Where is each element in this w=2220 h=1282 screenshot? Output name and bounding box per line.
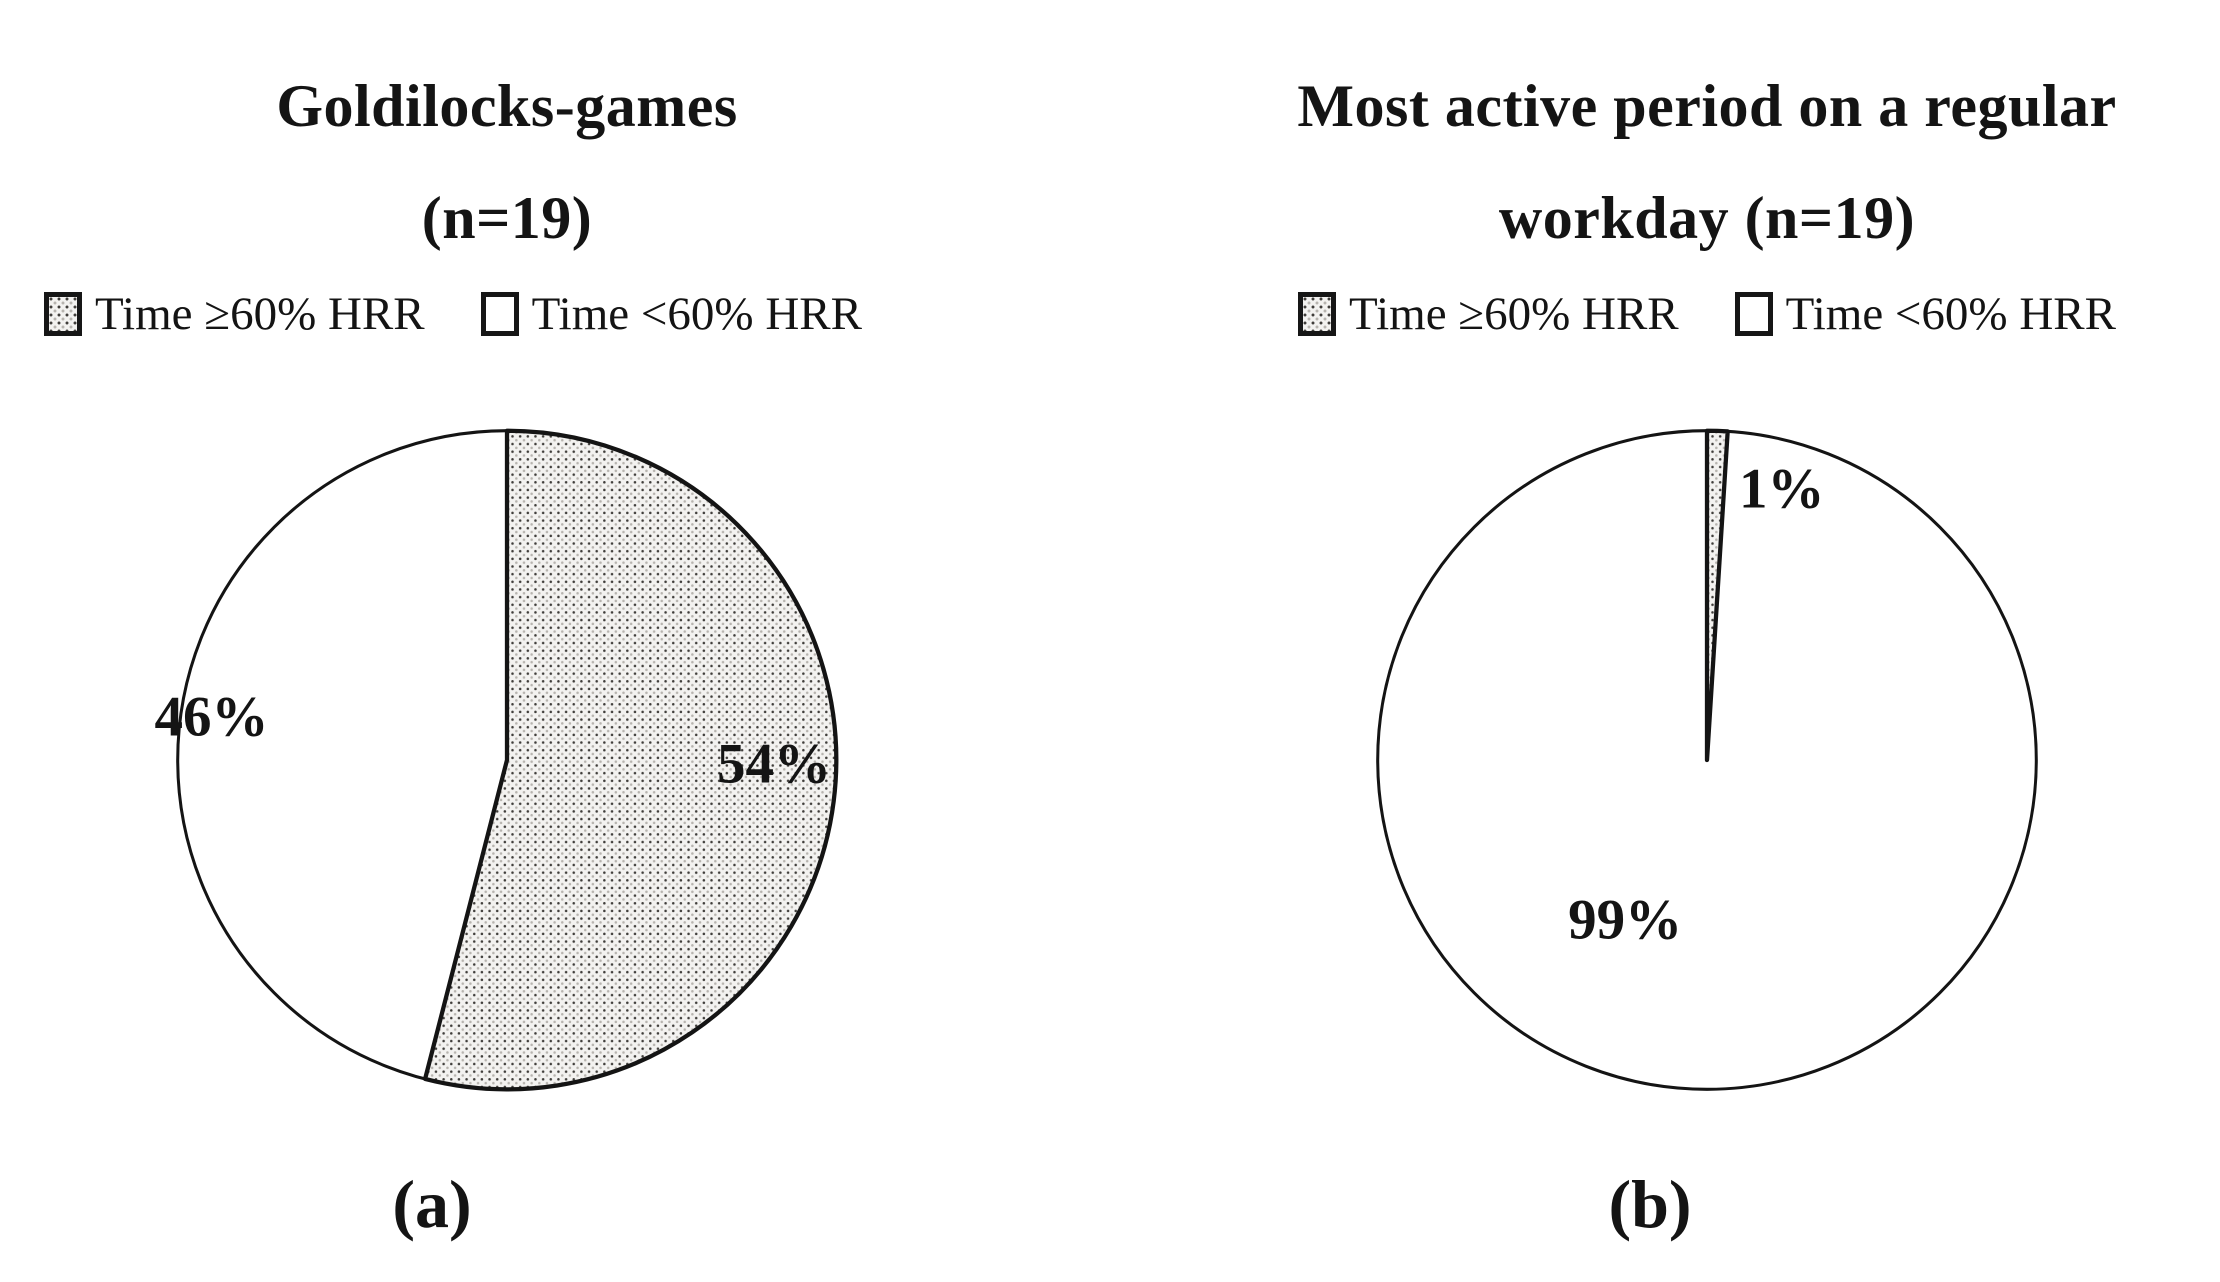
chart-title-b: Most active period on a regular workday … bbox=[1297, 50, 2116, 274]
panel-a-content: Goldilocks-games (n=19) Time ≥60% HRR Ti… bbox=[0, 0, 1062, 1238]
chart-title-line: (n=19) bbox=[421, 185, 593, 251]
panel-b: Most active period on a regular workday … bbox=[1110, 0, 2220, 1282]
legend-item: Time ≥60% HRR bbox=[44, 287, 425, 341]
pie-chart-a: 54% 46% bbox=[151, 404, 863, 1116]
pie-svg bbox=[176, 428, 839, 1092]
panel-caption-b: (b) bbox=[1608, 1166, 1692, 1242]
slice-label: 46% bbox=[154, 685, 269, 749]
legend-item: Time ≥60% HRR bbox=[1298, 287, 1679, 341]
panel-b-content: Most active period on a regular workday … bbox=[1152, 0, 2220, 1238]
legend-item-label: Time ≥60% HRR bbox=[95, 288, 425, 340]
legend-swatch-white-icon bbox=[1734, 292, 1773, 336]
legend-swatch-white-icon bbox=[480, 292, 519, 336]
slice-label: 54% bbox=[717, 732, 831, 796]
legend-swatch-stipple-icon bbox=[44, 292, 82, 336]
slice-label: 99% bbox=[1568, 888, 1683, 952]
legend-b: Time ≥60% HRR Time <60% HRR bbox=[1298, 288, 2116, 340]
legend-a: Time ≥60% HRR Time <60% HRR bbox=[44, 288, 862, 340]
chart-title-line: Goldilocks-games bbox=[276, 73, 738, 139]
slice-label: 1% bbox=[1739, 457, 1825, 521]
legend-item-label: Time <60% HRR bbox=[1785, 288, 2116, 340]
legend-item-label: Time <60% HRR bbox=[531, 288, 862, 340]
legend-item-label: Time ≥60% HRR bbox=[1349, 288, 1679, 340]
pie-slice-stipple bbox=[1704, 428, 1730, 763]
pie-slice-stipple bbox=[422, 428, 839, 1092]
legend-item: Time <60% HRR bbox=[480, 287, 862, 341]
legend-item: Time <60% HRR bbox=[1734, 287, 2116, 341]
chart-title-line: workday (n=19) bbox=[1498, 185, 1916, 251]
panel-caption-a: (a) bbox=[392, 1166, 472, 1242]
panel-a: Goldilocks-games (n=19) Time ≥60% HRR Ti… bbox=[0, 0, 1062, 1238]
pie-svg bbox=[1376, 428, 2038, 1091]
pie-chart-b: 1% 99% bbox=[1351, 404, 2063, 1116]
chart-title-a: Goldilocks-games (n=19) bbox=[276, 50, 737, 274]
legend-swatch-stipple-icon bbox=[1298, 292, 1337, 336]
chart-title-line: Most active period on a regular bbox=[1297, 73, 2117, 139]
